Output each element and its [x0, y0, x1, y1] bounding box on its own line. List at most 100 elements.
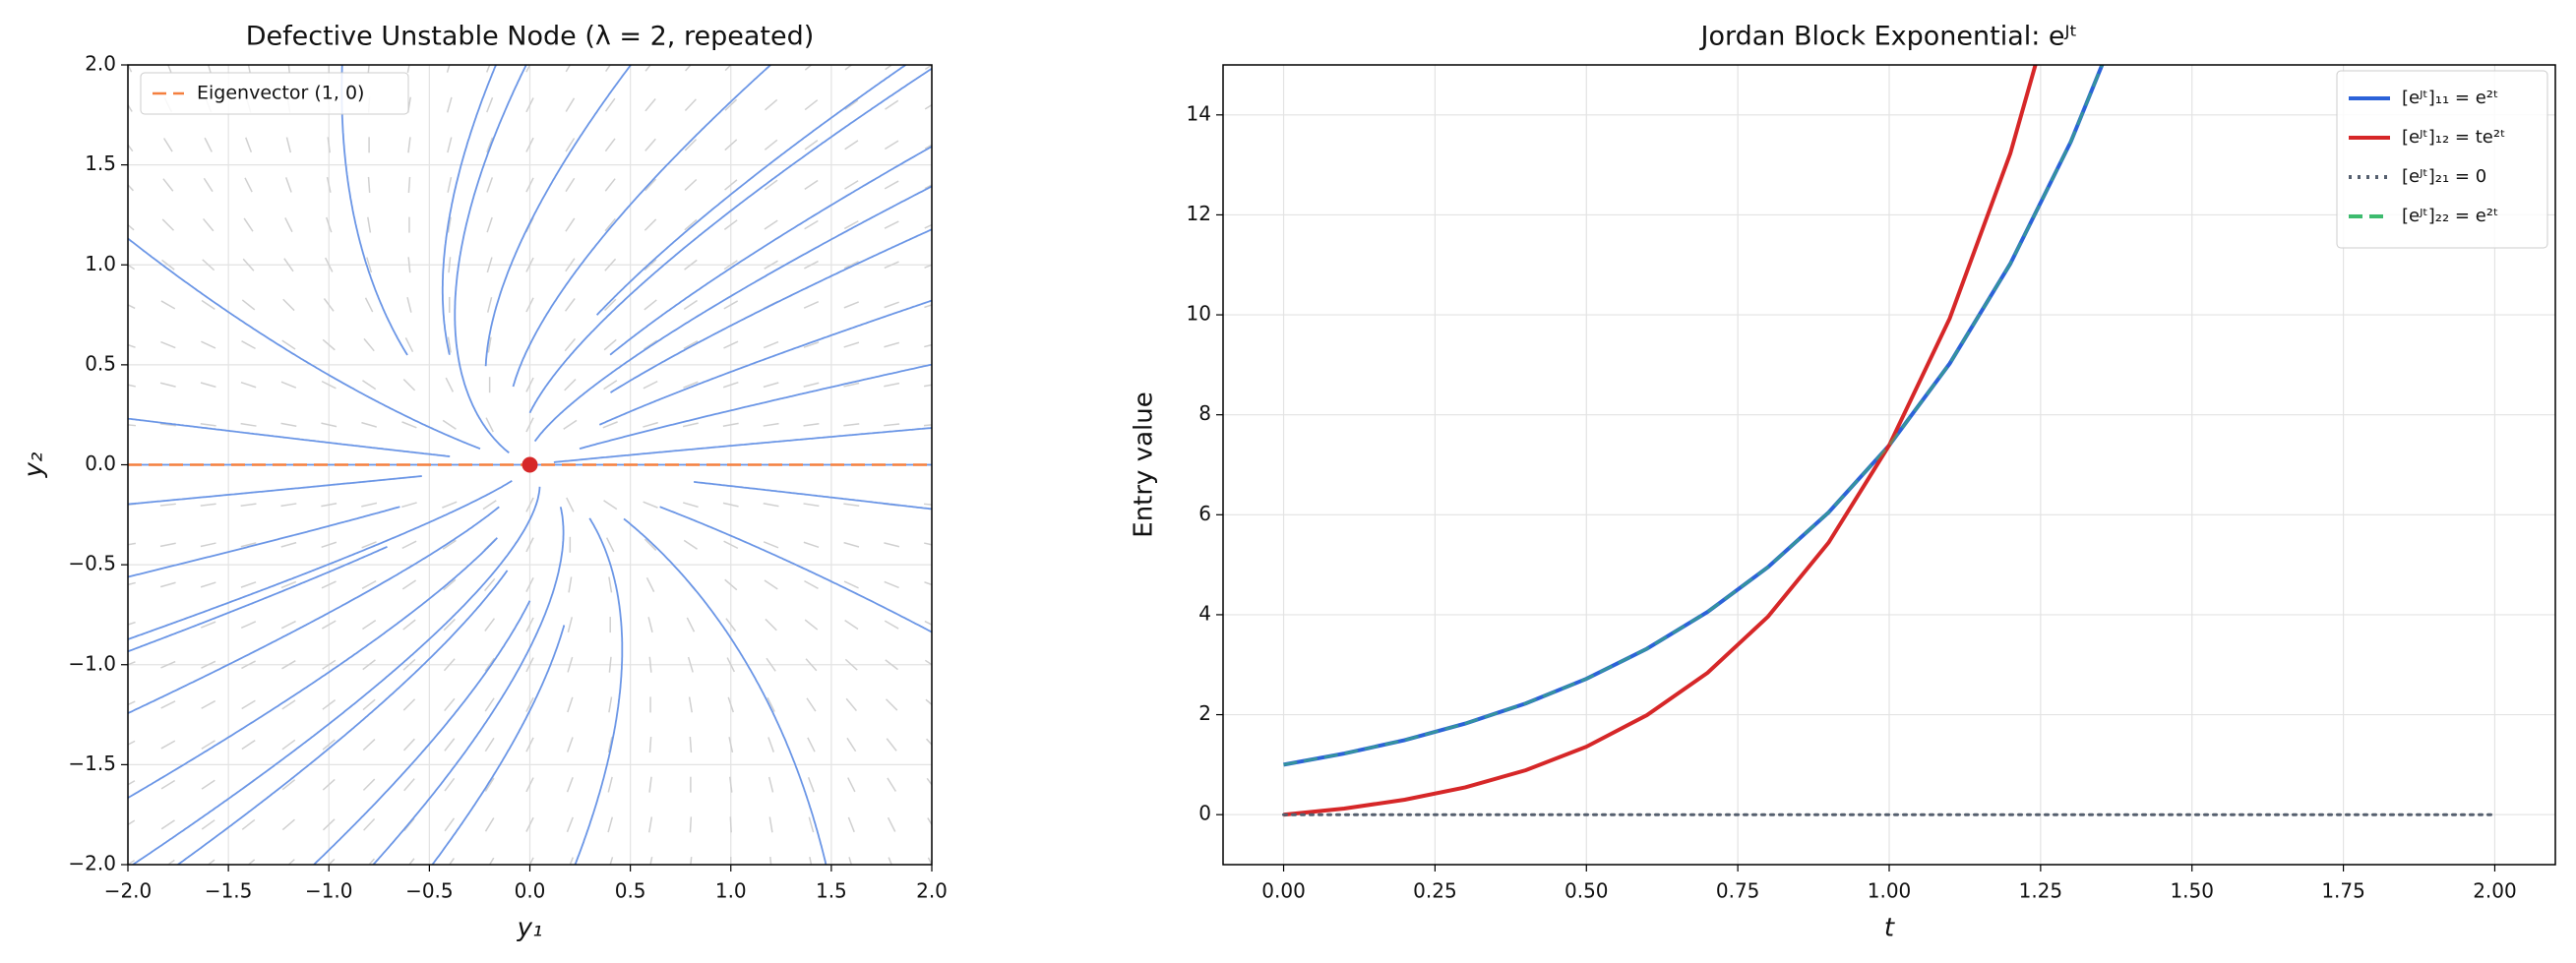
direction-dash: [128, 304, 136, 310]
direction-dash: [644, 98, 656, 112]
direction-dash: [326, 176, 332, 193]
direction-dash: [406, 65, 410, 73]
direction-dash: [322, 698, 337, 710]
direction-dash: [203, 177, 214, 193]
direction-dash: [564, 379, 577, 391]
y-tick-label: −2.0: [68, 852, 116, 875]
direction-dash: [160, 300, 176, 310]
direction-dash: [322, 338, 336, 351]
direction-dash: [128, 661, 136, 666]
streamline: [128, 480, 513, 640]
y-tick-label: 2.0: [85, 52, 116, 76]
direction-dash: [245, 137, 253, 153]
direction-dash: [924, 144, 932, 150]
direction-dash: [923, 424, 932, 427]
direction-dash: [924, 542, 932, 546]
direction-dash: [844, 99, 859, 110]
direction-dash: [201, 299, 215, 310]
direction-dash: [281, 660, 296, 670]
direction-dash: [722, 502, 739, 508]
direction-dash: [525, 617, 534, 632]
direction-dash: [322, 778, 336, 791]
direction-dash: [200, 382, 216, 389]
x-tick-label: 0.75: [1716, 879, 1760, 903]
streamline: [595, 65, 907, 316]
legend-box: [2336, 70, 2548, 249]
direction-dash: [886, 738, 897, 752]
direction-dash: [402, 738, 415, 752]
direction-dash: [201, 819, 215, 830]
direction-dash: [728, 737, 734, 753]
direction-dash: [486, 216, 493, 233]
direction-dash: [128, 740, 136, 746]
direction-dash: [525, 497, 534, 512]
direction-dash: [884, 261, 899, 270]
direction-dash: [247, 65, 251, 73]
direction-dash: [884, 301, 899, 309]
y-tick-label: 1.5: [85, 151, 116, 175]
direction-dash: [447, 216, 452, 233]
direction-dash: [161, 218, 175, 231]
x-axis-label: y₁: [517, 914, 543, 943]
direction-dash: [525, 777, 534, 793]
direction-dash: [725, 618, 737, 632]
direction-dash: [803, 503, 820, 508]
direction-dash: [401, 579, 417, 590]
direction-dash: [924, 223, 932, 229]
direction-dash: [604, 298, 617, 312]
direction-dash: [325, 257, 334, 272]
direction-dash: [688, 696, 693, 713]
direction-dash: [845, 697, 857, 712]
direction-dash: [923, 384, 932, 388]
direction-dash: [368, 858, 376, 865]
direction-dash: [444, 697, 456, 712]
direction-dash: [608, 696, 613, 713]
direction-dash: [647, 617, 653, 633]
direction-dash: [724, 98, 738, 111]
direction-dash: [484, 618, 496, 632]
direction-dash: [603, 338, 617, 351]
direction-dash: [924, 304, 932, 309]
x-tick-label: −0.5: [405, 879, 454, 903]
direction-dash: [282, 298, 295, 312]
streamline: [609, 145, 932, 356]
direction-dash: [485, 65, 491, 73]
streamline: [528, 67, 932, 414]
direction-dash: [482, 500, 497, 511]
direction-dash: [362, 778, 376, 791]
direction-dash: [322, 818, 336, 831]
direction-dash: [683, 381, 699, 389]
direction-dash: [242, 258, 255, 271]
direction-dash: [647, 816, 653, 833]
direction-dash: [240, 621, 257, 630]
direction-dash: [643, 501, 658, 509]
direction-dash: [321, 620, 337, 630]
direction-dash: [160, 819, 175, 830]
direction-dash: [608, 656, 612, 673]
direction-dash: [407, 137, 411, 153]
direction-dash: [687, 656, 694, 673]
y-tick-label: −1.5: [68, 752, 116, 775]
direction-dash: [321, 541, 337, 549]
direction-dash: [525, 696, 534, 712]
direction-dash: [843, 341, 860, 348]
direction-dash: [525, 297, 534, 313]
direction-dash: [444, 777, 456, 792]
direction-dash: [804, 65, 813, 71]
direction-dash: [486, 177, 494, 193]
direction-dash: [763, 502, 779, 508]
direction-dash: [804, 260, 819, 270]
chart-title: Defective Unstable Node (λ = 2, repeated…: [246, 22, 815, 52]
direction-dash: [367, 65, 370, 74]
direction-dash: [924, 103, 932, 110]
direction-dash: [604, 258, 617, 271]
direction-dash: [241, 660, 256, 670]
direction-dash: [764, 179, 778, 191]
direction-dash: [443, 658, 456, 672]
direction-dash: [128, 103, 133, 112]
direction-dash: [643, 380, 658, 390]
direction-dash: [159, 423, 176, 427]
direction-dash: [128, 264, 136, 271]
streamline: [128, 506, 400, 578]
direction-dash: [844, 620, 859, 631]
